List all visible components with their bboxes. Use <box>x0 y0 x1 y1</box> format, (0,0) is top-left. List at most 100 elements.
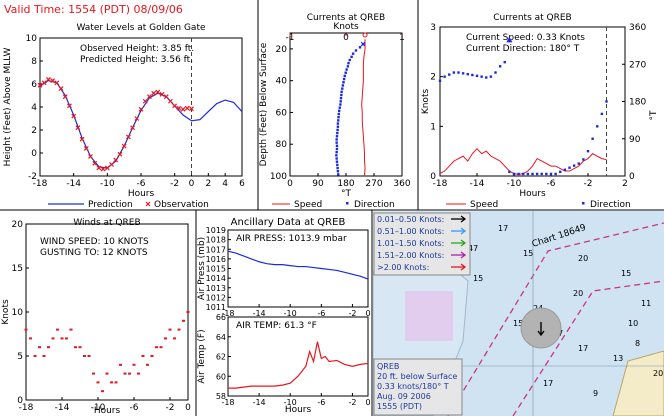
y-tick-label: -2 <box>28 172 37 182</box>
observation-point <box>159 91 165 97</box>
x-tick-label: 0 <box>365 398 370 407</box>
observation-point <box>37 82 43 88</box>
direction-point <box>335 157 338 160</box>
y-tick-label: 80 <box>276 140 288 150</box>
direction-point <box>531 172 534 176</box>
chart-title: Winds at QREB <box>73 218 140 228</box>
observation-point <box>83 145 89 151</box>
direction-point <box>358 46 362 49</box>
legend-arrow-head-icon <box>460 263 467 271</box>
direction-point <box>448 73 451 76</box>
x-tick-label: 270 <box>365 179 382 189</box>
wind-point <box>33 355 37 357</box>
x-tick-label: 0 <box>365 309 370 318</box>
direction-point <box>336 131 339 135</box>
direction-point <box>337 109 341 113</box>
legend-direction-label: Direction <box>354 200 395 210</box>
x-tick-label: 2 <box>622 179 628 189</box>
legend-arrow-head-icon <box>460 215 467 223</box>
direction-point <box>346 65 350 68</box>
x-tick-label: -10 <box>100 179 115 189</box>
wind-point <box>51 337 55 340</box>
y-tick-label: 1012 <box>206 293 226 302</box>
speed-line <box>439 147 607 176</box>
map-depth-number: 20 <box>578 254 588 263</box>
y-tick-label: 1019 <box>206 226 226 235</box>
observation-point <box>176 105 182 111</box>
x-tick-label: 4 <box>222 179 228 189</box>
observation-point <box>121 143 127 149</box>
direction-point <box>577 162 580 165</box>
y-tick-label: 100 <box>270 172 287 182</box>
map-traffic-lane <box>447 222 664 416</box>
y2-tick-label: 180 <box>629 98 646 108</box>
x-tick-label: -18 <box>19 403 34 413</box>
direction-point <box>568 166 571 169</box>
direction-point <box>342 81 345 84</box>
wind-point <box>65 337 68 340</box>
top-axis-label: Knots <box>333 22 359 32</box>
direction-point <box>498 65 502 68</box>
x-tick-label: 2 <box>205 179 211 189</box>
map-info-box <box>373 358 463 416</box>
map-depth-number: 8 <box>635 339 640 348</box>
legend-arrow-head-icon <box>460 251 467 259</box>
x-tick-label: -2 <box>584 179 593 189</box>
y-tick-label: 62 <box>216 353 226 362</box>
air-press-label: AIR PRESS: 1013.9 mbar <box>236 234 347 244</box>
direction-point <box>461 72 465 75</box>
direction-point <box>347 61 350 65</box>
direction-point <box>489 75 493 78</box>
y-tick-label: 15 <box>12 264 23 274</box>
map-depth-number: 20 <box>653 369 663 378</box>
observation-point <box>54 80 60 86</box>
legend-direction-label: Direction <box>590 200 631 210</box>
y-tick-label: 60 <box>276 108 288 118</box>
direction-point <box>337 119 340 122</box>
map-depth-number: 10 <box>628 319 638 328</box>
observation-point <box>146 94 152 100</box>
direction-point <box>512 172 516 176</box>
y-tick-label: 10 <box>12 308 24 318</box>
map-info-line: 20 ft. below Surface <box>377 372 457 381</box>
wind-point <box>123 372 127 375</box>
wind-point <box>164 337 167 340</box>
direction-point <box>503 60 506 64</box>
direction-point <box>337 173 340 176</box>
wind-point <box>128 372 131 375</box>
y2-tick-label: 90 <box>629 135 641 145</box>
wind-point <box>182 319 185 322</box>
air-temp-chart: AIR TEMP: 61.3 °F -18 -14 -10 -6 -2 0 58 60 62 64 6… <box>197 313 371 415</box>
map-info-line: Aug. 09 2006 <box>377 392 431 401</box>
observation-point <box>117 151 123 157</box>
direction-point <box>480 75 483 78</box>
map-info-line: QREB <box>377 362 399 371</box>
x-tick-label: -6 <box>317 398 325 407</box>
direction-point <box>337 116 340 119</box>
valid-time: Valid Time: 1554 (PDT) 08/09/06 <box>4 3 183 16</box>
direction-point <box>336 166 339 170</box>
wind-point <box>24 328 28 331</box>
y-tick-label: 1011 <box>206 303 226 312</box>
x-tick-label: -18 <box>33 179 48 189</box>
direction-point <box>485 76 488 79</box>
wind-point <box>87 355 91 357</box>
observation-point <box>134 116 140 121</box>
legend-speed-label: Speed <box>470 200 498 210</box>
direction-point <box>335 138 338 141</box>
y-tick-label: 1017 <box>206 245 226 254</box>
wind-point <box>114 381 118 384</box>
current-map[interactable]: 1515172015111317172415910820472017Chart … <box>373 211 664 416</box>
current-direction-label: Current Direction: 180° T <box>466 44 580 54</box>
water-levels-chart: Water Levels at Golden Gate -18 -14 -10 -6 -2… <box>3 23 245 210</box>
direction-point <box>438 79 442 83</box>
y-axis-label: Knots <box>1 299 11 325</box>
direction-point <box>545 172 548 176</box>
y-tick-label: 40 <box>276 77 288 87</box>
direction-point <box>535 172 539 176</box>
legend-speed-range: 1.01–1.50 Knots: <box>377 239 444 248</box>
observation-point <box>180 106 186 112</box>
map-legend-box <box>373 212 471 276</box>
direction-point <box>549 172 553 176</box>
legend-direction-marker <box>582 202 585 205</box>
